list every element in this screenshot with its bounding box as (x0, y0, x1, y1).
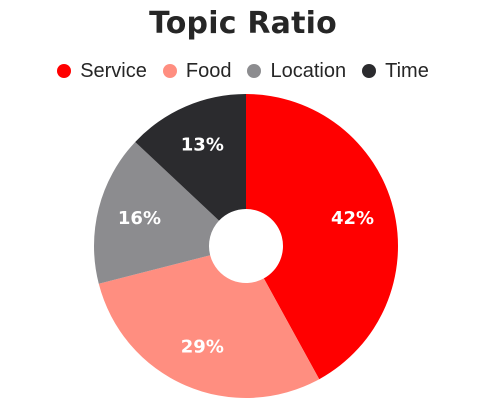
slice-label-food: 29% (181, 336, 224, 357)
legend-item-service: Service (57, 60, 147, 83)
slice-label-location: 16% (118, 208, 161, 229)
slice-time (135, 94, 246, 221)
legend-label-service: Service (80, 59, 147, 82)
legend: Service Food Location Time (0, 58, 486, 84)
legend-item-time: Time (362, 60, 429, 83)
legend-swatch-time (362, 64, 377, 78)
legend-item-food: Food (162, 59, 232, 83)
legend-label-food: Food (185, 59, 232, 82)
slice-food (98, 255, 320, 398)
legend-swatch-location (247, 64, 262, 78)
slice-service (246, 94, 398, 380)
chart-title: Topic Ratio (149, 6, 337, 41)
legend-swatch-food (162, 64, 177, 78)
legend-swatch-service (57, 64, 72, 78)
slice-label-time: 13% (181, 135, 224, 156)
legend-label-location: Location (270, 59, 347, 82)
slice-location (94, 141, 220, 284)
legend-label-time: Time (385, 59, 429, 82)
legend-item-location: Location (247, 60, 346, 83)
slice-label-service: 42% (331, 208, 374, 229)
